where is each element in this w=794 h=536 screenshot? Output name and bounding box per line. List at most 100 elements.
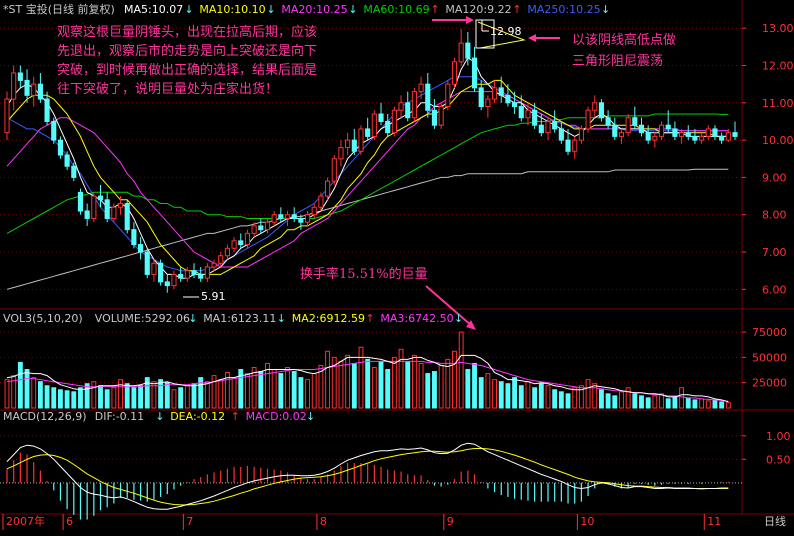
candle-body bbox=[618, 132, 625, 137]
volume-bar bbox=[518, 385, 524, 409]
period-label[interactable]: 日线 bbox=[764, 514, 786, 528]
legend-item: VOLUME:5292.06 bbox=[95, 312, 190, 325]
volume-bar bbox=[164, 382, 170, 409]
candle-body bbox=[632, 117, 638, 126]
candle-body bbox=[325, 180, 331, 197]
candle-body bbox=[164, 281, 170, 287]
annotation-hammer-note: 观察这根巨量阴锤头，出现在拉高后期，应该先退出，观察后市的走势是向上突破还是向下… bbox=[57, 24, 317, 97]
candle-body bbox=[491, 87, 498, 100]
legend-item: MACD:0.02 bbox=[246, 410, 307, 423]
candle-body bbox=[204, 266, 210, 279]
high-price-label: 12.98 bbox=[490, 25, 522, 38]
volume-bar bbox=[512, 377, 518, 409]
candle-body bbox=[512, 102, 518, 108]
candle-body bbox=[719, 135, 725, 141]
candle-body bbox=[37, 83, 43, 100]
legend-item: MA250:10.25 bbox=[527, 3, 600, 16]
volume-bar bbox=[325, 350, 331, 409]
volume-bar bbox=[598, 389, 604, 409]
candle-body bbox=[244, 232, 251, 246]
candle-body bbox=[338, 147, 344, 160]
arrow-to-triangle-head bbox=[528, 34, 536, 42]
volume-bar bbox=[699, 398, 705, 409]
candle-body bbox=[284, 214, 291, 219]
volume-bar bbox=[305, 379, 310, 409]
candle-body bbox=[572, 139, 578, 152]
annotation-line: 以该阴线高低点做 bbox=[572, 32, 676, 48]
volume-bar bbox=[458, 331, 464, 409]
candle-body bbox=[398, 102, 404, 111]
x-tick-label: 9 bbox=[447, 515, 454, 528]
high-price-marker: 12.98 bbox=[481, 20, 522, 38]
volume-bar bbox=[17, 361, 23, 409]
volume-bar bbox=[538, 383, 544, 409]
candle-body bbox=[291, 214, 297, 219]
candle-body bbox=[11, 72, 17, 100]
candle-body bbox=[438, 106, 444, 126]
price-tick-label: 8.00 bbox=[762, 209, 787, 222]
volume-bars bbox=[4, 331, 731, 409]
volume-bar bbox=[485, 373, 491, 409]
candle-body bbox=[331, 158, 337, 182]
candle-body bbox=[271, 214, 277, 223]
price-tick-label: 10.00 bbox=[762, 134, 794, 147]
legend-item: MACD(12,26,9) bbox=[3, 410, 87, 423]
candle-body bbox=[358, 128, 364, 152]
candle-body bbox=[585, 109, 591, 130]
low-price-marker: 5.91 bbox=[183, 290, 226, 303]
volume-bar bbox=[71, 391, 77, 409]
volume-bar bbox=[452, 350, 457, 409]
candle-body bbox=[705, 128, 711, 137]
volume-bar bbox=[171, 389, 177, 409]
candle-body bbox=[191, 270, 197, 275]
candle-body bbox=[638, 124, 645, 134]
volume-bar bbox=[178, 387, 184, 409]
dif-line bbox=[6, 442, 729, 510]
volume-bar bbox=[4, 379, 10, 409]
legend-item-arrow: ↓ bbox=[184, 3, 193, 16]
candle-body bbox=[71, 165, 77, 178]
volume-bar bbox=[271, 369, 277, 409]
volume-bar bbox=[712, 399, 718, 409]
volume-bar bbox=[44, 385, 50, 409]
volume-bar bbox=[251, 367, 257, 409]
volume-bar bbox=[472, 362, 477, 409]
volume-bar bbox=[425, 373, 431, 409]
volume-bar bbox=[552, 389, 558, 409]
volume-bar bbox=[245, 373, 250, 409]
candle-body bbox=[518, 106, 524, 119]
volume-ma1-line bbox=[6, 354, 729, 403]
price-tick-label: 6.00 bbox=[762, 283, 787, 296]
candle-body bbox=[505, 94, 511, 104]
volume-bar bbox=[198, 377, 204, 409]
volume-bar bbox=[51, 387, 57, 409]
candle-body bbox=[64, 154, 70, 167]
volume-bar bbox=[619, 391, 624, 409]
candle-body bbox=[732, 132, 738, 137]
annotation-line: 先退出，观察后市的走势是向上突破还是向下 bbox=[57, 43, 317, 59]
candle-body bbox=[645, 132, 651, 141]
candle-body bbox=[171, 273, 177, 287]
candle-body bbox=[17, 72, 23, 81]
candle-body bbox=[278, 214, 284, 219]
volume-bar bbox=[405, 360, 411, 409]
candle-body bbox=[391, 109, 397, 134]
candle-body bbox=[251, 225, 257, 234]
volume-bar bbox=[558, 391, 564, 409]
volume-bar bbox=[224, 372, 230, 409]
candle-body bbox=[258, 225, 264, 231]
volume-bar bbox=[351, 362, 357, 409]
candle-body bbox=[405, 102, 411, 119]
volume-bar bbox=[685, 397, 691, 409]
volume-bar bbox=[478, 377, 484, 409]
volume-bar bbox=[445, 358, 451, 409]
volume-bar bbox=[104, 389, 110, 409]
volume-bar bbox=[545, 385, 551, 409]
candle-body bbox=[57, 139, 64, 156]
volume-bar bbox=[498, 381, 504, 409]
legend-item: MA2:6912.59 bbox=[292, 312, 365, 325]
arrow-to-hammer-head bbox=[466, 16, 474, 24]
candle-body bbox=[478, 87, 484, 108]
